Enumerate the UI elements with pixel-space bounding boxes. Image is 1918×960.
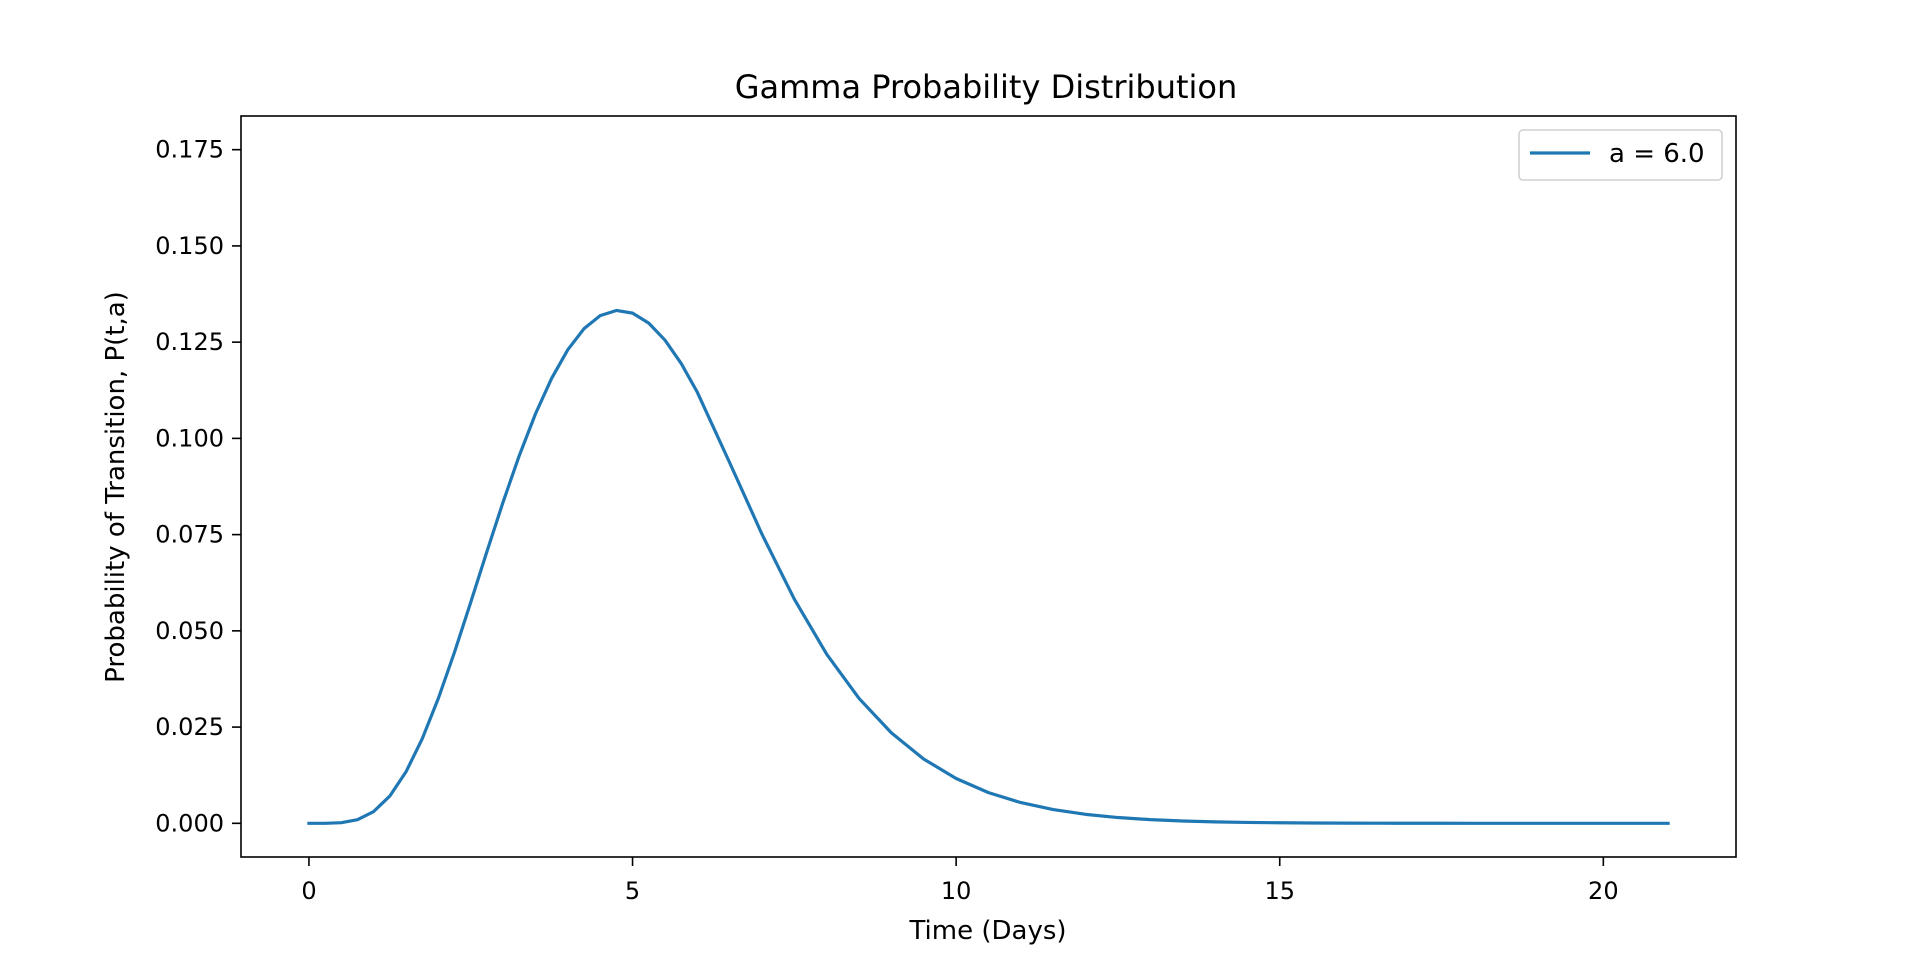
series-line-0 bbox=[307, 308, 1670, 825]
y-tick-label-0: 0.000 bbox=[155, 809, 224, 837]
x-tick-label-0: 0 bbox=[301, 877, 316, 905]
legend: a = 6.0 bbox=[1518, 129, 1723, 181]
y-tick-label-3: 0.075 bbox=[155, 521, 224, 549]
y-axis: 0.000 0.025 0.050 0.075 0.100 0.125 0.150 0.175 bbox=[155, 136, 241, 837]
y-tick-label-4: 0.100 bbox=[155, 424, 224, 452]
x-axis: 0 5 10 15 20 bbox=[301, 857, 1619, 905]
chart-title: Gamma Probability Distribution bbox=[735, 68, 1238, 106]
x-tick-label-4: 20 bbox=[1588, 877, 1619, 905]
legend-label: a = 6.0 bbox=[1609, 139, 1705, 169]
y-tick-label-1: 0.025 bbox=[155, 713, 224, 741]
x-tick-label-3: 15 bbox=[1264, 877, 1295, 905]
y-tick-label-6: 0.150 bbox=[155, 232, 224, 260]
y-axis-title: Probability of Transition, P(t,a) bbox=[101, 291, 131, 683]
y-tick-label-2: 0.050 bbox=[155, 617, 224, 645]
x-tick-label-2: 10 bbox=[941, 877, 972, 905]
plot-area bbox=[307, 308, 1670, 825]
legend-frame bbox=[1518, 129, 1723, 181]
x-axis-title: Time (Days) bbox=[908, 916, 1066, 946]
plot-frame bbox=[240, 115, 1737, 858]
y-tick-label-5: 0.125 bbox=[155, 328, 224, 356]
x-tick-label-1: 5 bbox=[625, 877, 640, 905]
y-tick-label-7: 0.175 bbox=[155, 136, 224, 164]
